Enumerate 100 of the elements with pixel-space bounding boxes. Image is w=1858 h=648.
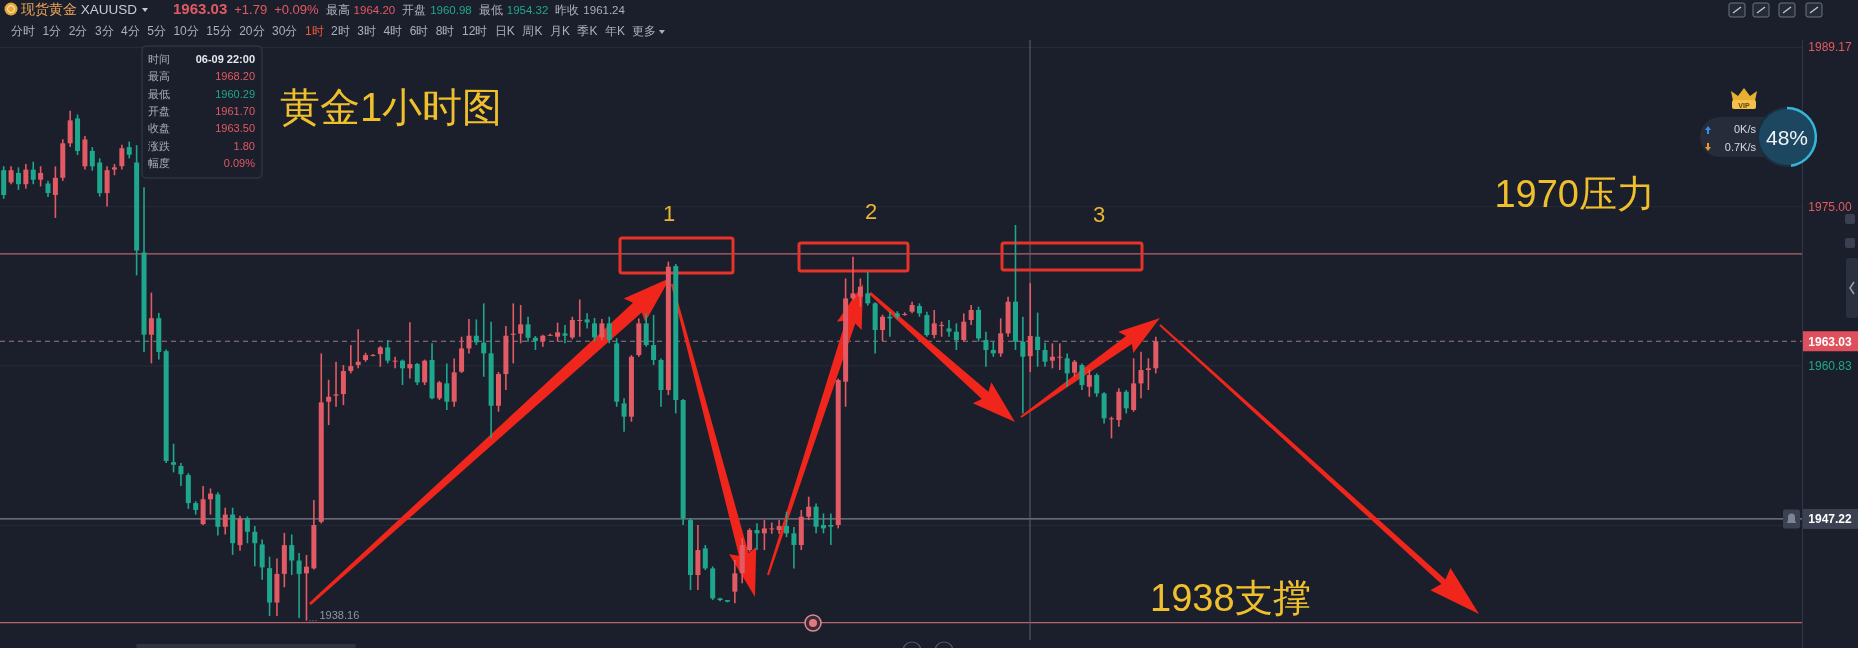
candlestick xyxy=(924,310,930,338)
candlestick xyxy=(621,397,627,433)
candlestick xyxy=(850,255,856,301)
text: 1961.24 xyxy=(583,4,626,16)
candlestick xyxy=(953,322,959,351)
text: 2分 xyxy=(68,24,88,38)
candlestick xyxy=(761,519,767,551)
candlestick xyxy=(732,559,738,605)
candlestick xyxy=(30,160,36,186)
annotation: 1960.29 xyxy=(215,87,255,100)
candlestick xyxy=(1027,282,1033,373)
text: 日K xyxy=(494,24,515,38)
text: 4时 xyxy=(383,24,403,38)
candlestick xyxy=(1145,357,1151,391)
candlestick xyxy=(326,378,332,426)
ref-line-label: 1938支撑 xyxy=(1150,576,1311,619)
candlestick xyxy=(459,335,465,374)
candlestick xyxy=(104,165,110,208)
candlestick xyxy=(296,552,302,619)
text: 1963.03 xyxy=(173,0,228,17)
candlestick xyxy=(983,330,989,368)
text: 月K xyxy=(549,24,570,38)
candlestick xyxy=(148,291,154,365)
candlestick xyxy=(340,364,346,406)
annotation: 0K/s xyxy=(1733,123,1757,135)
candlestick xyxy=(52,165,58,219)
annotation: 时间 xyxy=(148,53,170,65)
text: 开盘 xyxy=(402,4,427,16)
candlestick xyxy=(857,277,863,308)
candlestick xyxy=(244,515,250,545)
candlestick xyxy=(1020,315,1026,415)
candlestick xyxy=(946,319,952,338)
text: 分时 xyxy=(11,24,35,38)
candlestick xyxy=(643,312,649,348)
annotation: 幅度 xyxy=(148,156,170,169)
candlestick xyxy=(333,360,339,408)
annotation: 1938.16 xyxy=(319,608,360,621)
candlestick xyxy=(67,110,73,148)
candlestick xyxy=(606,315,612,345)
y-tick-label: 1960.83 xyxy=(1808,358,1853,373)
candlestick xyxy=(385,339,391,365)
text: 5分 xyxy=(147,24,166,38)
text: +0.09% xyxy=(274,2,320,17)
candlestick xyxy=(1057,342,1063,371)
candlestick xyxy=(865,270,871,307)
annotation: 收盘 xyxy=(148,122,170,135)
candlestick xyxy=(289,533,295,576)
candlestick xyxy=(1035,311,1041,368)
annotation: 1963.50 xyxy=(215,122,255,135)
annotation: 1968.20 xyxy=(215,70,255,83)
text: 最低 xyxy=(478,4,503,16)
candlestick xyxy=(998,317,1004,358)
annotation: 1961.70 xyxy=(215,104,255,117)
annotation: 开盘 xyxy=(148,104,170,117)
chart-subtitle: 现货黄金 XAUUSD xyxy=(21,2,138,17)
candlestick xyxy=(525,315,531,343)
candlestick xyxy=(171,442,177,474)
annotation: 06-09 22:00 xyxy=(195,53,255,65)
candlestick xyxy=(178,462,184,487)
candlestick xyxy=(1086,369,1092,398)
candlestick xyxy=(89,146,95,172)
candlestick xyxy=(38,165,44,188)
candlestick xyxy=(1049,342,1055,370)
ref-line-label: 1970压力 xyxy=(1494,172,1655,215)
candlestick xyxy=(481,302,487,378)
annotation: 1.80 xyxy=(233,139,255,152)
candlestick xyxy=(377,345,383,368)
y-tick-label: 1975.00 xyxy=(1808,199,1853,214)
candlestick xyxy=(348,344,354,375)
annotation: 2 xyxy=(864,199,878,224)
candlestick xyxy=(444,362,450,411)
candlestick xyxy=(23,163,29,190)
text: 30分 xyxy=(272,24,298,38)
candlestick xyxy=(599,318,605,342)
candlestick xyxy=(776,519,782,535)
candlestick xyxy=(1138,350,1144,400)
text: 季K xyxy=(577,24,598,38)
text: 10分 xyxy=(173,24,199,38)
candlestick xyxy=(592,317,598,343)
text: 20分 xyxy=(239,24,265,38)
annotation: 0.7K/s xyxy=(1724,141,1757,153)
y-tick-label: 1989.17 xyxy=(1808,40,1853,55)
candlestick xyxy=(828,512,834,546)
text: 黄金1小时图 xyxy=(280,85,503,129)
candlestick xyxy=(806,495,812,521)
candlestick xyxy=(1123,389,1129,415)
text: 4分 xyxy=(121,24,140,38)
text: 1964.20 xyxy=(353,4,396,16)
text: 1时 xyxy=(304,24,324,38)
candlestick xyxy=(1094,372,1100,398)
text: 12时 xyxy=(462,24,488,38)
candlestick xyxy=(702,544,708,571)
text: 8时 xyxy=(435,24,455,38)
annotation: 1 xyxy=(662,201,676,226)
candlestick xyxy=(813,502,819,535)
text: 最高 xyxy=(325,3,350,16)
annotation: 涨跌 xyxy=(148,139,170,152)
text: 周K xyxy=(522,24,543,38)
candlestick xyxy=(392,355,398,370)
candlestick xyxy=(769,521,775,535)
